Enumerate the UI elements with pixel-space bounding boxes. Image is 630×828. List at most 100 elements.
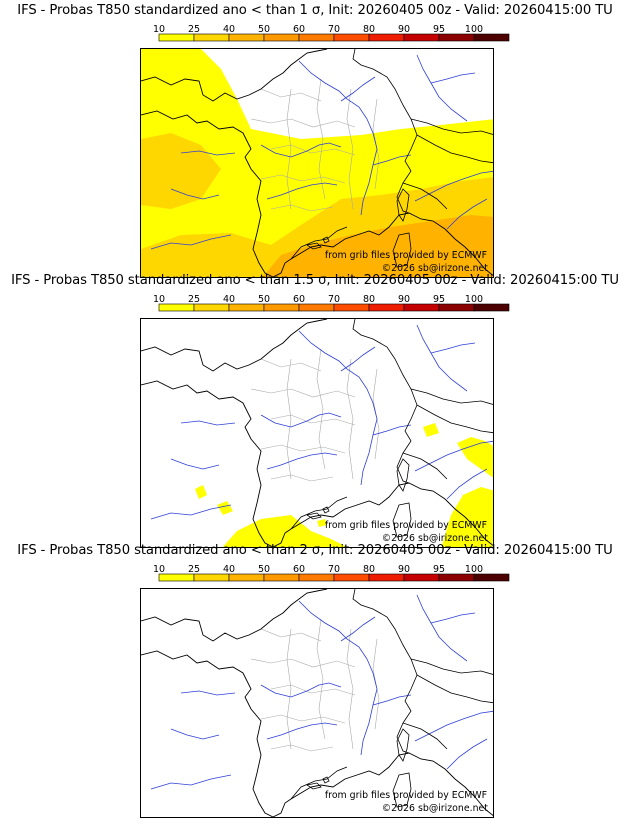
colorbar-tick-label: 60	[293, 564, 305, 575]
coastline	[141, 319, 493, 547]
colorbar-tick-label: 25	[188, 24, 200, 35]
colorbar-swatch	[333, 573, 370, 582]
river-line	[266, 452, 338, 470]
panel-title: IFS - Probas T850 standardized ano < tha…	[17, 3, 613, 18]
colorbar-swatch	[298, 573, 335, 582]
colorbar-swatch	[193, 573, 230, 582]
colorbar-tick-label: 95	[433, 24, 445, 35]
river-line	[372, 154, 412, 166]
data-source-credit: from grib files provided by ECMWF	[324, 520, 487, 531]
colorbar-tick-label: 40	[223, 294, 235, 305]
river-line	[170, 458, 220, 470]
colorbar-swatch	[473, 33, 510, 42]
probability-area	[222, 515, 347, 547]
river-line	[372, 424, 412, 436]
colorbar-tick-label: 50	[258, 564, 270, 575]
map-layers	[141, 319, 493, 547]
probability-area	[441, 487, 493, 547]
national-border	[290, 589, 493, 800]
colorbar-tick-label: 95	[433, 294, 445, 305]
river-line	[414, 710, 493, 742]
colorbar-tick-label: 70	[328, 294, 340, 305]
colorbar-swatch	[228, 33, 265, 42]
colorbar-swatch	[333, 33, 370, 42]
colorbar-tick-label: 100	[465, 294, 483, 305]
colorbar-tick-label: 50	[258, 24, 270, 35]
river-line	[446, 738, 488, 770]
colorbar-swatch	[158, 303, 195, 312]
colorbar-swatch	[368, 303, 405, 312]
colorbar-swatch	[263, 33, 300, 42]
geography	[141, 319, 493, 547]
forecast-panel-2: IFS - Probas T850 standardized ano < tha…	[0, 270, 630, 548]
sardinia-outline	[392, 232, 412, 268]
probability-area	[457, 437, 493, 478]
colorbar-tick-label: 50	[258, 294, 270, 305]
river-line	[360, 658, 378, 756]
river-line	[372, 694, 412, 706]
colorbar-swatch	[158, 33, 195, 42]
copyright-credit: ©2026 sb@irizone.net	[381, 533, 488, 544]
river-line	[298, 330, 368, 390]
river-line	[340, 346, 376, 372]
colorbar-swatch	[438, 33, 475, 42]
colorbar-tick-label: 90	[398, 564, 410, 575]
probability-colorbar: 10 25 40 50 60 70 80 90 95 100	[153, 564, 510, 582]
colorbar-swatch	[228, 573, 265, 582]
colorbar-tick-label: 70	[328, 24, 340, 35]
colorbar-swatch	[368, 33, 405, 42]
colorbar-tick-label: 80	[363, 24, 375, 35]
river-line	[260, 682, 342, 698]
corsica-outline	[396, 188, 410, 222]
colorbar-tick-label: 70	[328, 564, 340, 575]
river-line	[430, 342, 476, 354]
river-line	[266, 182, 338, 200]
map-layers	[141, 49, 493, 277]
panel-title: IFS - Probas T850 standardized ano < tha…	[11, 273, 619, 288]
department-boundaries	[250, 348, 380, 482]
national-border	[290, 319, 493, 530]
balearic-outline	[305, 506, 330, 520]
geography	[141, 589, 493, 817]
national-border	[290, 49, 493, 260]
probability-area	[423, 423, 439, 437]
colorbar-swatch	[228, 303, 265, 312]
probability-map: from grib files provided by ECMWF ©2026 …	[140, 318, 494, 548]
river-line	[446, 198, 488, 230]
colorbar-swatch	[333, 303, 370, 312]
river-line	[150, 234, 232, 250]
colorbar-tick-label: 60	[293, 24, 305, 35]
colorbar-tick-label: 90	[398, 294, 410, 305]
colorbar-tick-label: 80	[363, 294, 375, 305]
balearic-outline	[305, 236, 330, 250]
corsica-outline	[396, 458, 410, 492]
river-line	[430, 612, 476, 624]
colorbar-swatch	[403, 33, 440, 42]
river-line	[180, 690, 236, 696]
river-line	[414, 440, 493, 472]
colorbar-swatch	[193, 303, 230, 312]
colorbar-tick-label: 60	[293, 294, 305, 305]
coastline	[141, 589, 493, 817]
data-source-credit: from grib files provided by ECMWF	[324, 250, 487, 261]
probability-colorbar: 10 25 40 50 60 70 80 90 95 100	[153, 24, 510, 42]
probability-area	[317, 519, 327, 527]
colorbar-tick-label: 10	[153, 564, 165, 575]
colorbar-tick-label: 40	[223, 24, 235, 35]
colorbar-swatch	[403, 573, 440, 582]
sardinia-outline	[392, 502, 412, 538]
river-line	[340, 76, 376, 102]
probability-map: from grib files provided by ECMWF ©2026 …	[140, 588, 494, 818]
probability-map: from grib files provided by ECMWF ©2026 …	[140, 48, 494, 278]
colorbar-swatch	[473, 573, 510, 582]
colorbar-tick-label: 95	[433, 564, 445, 575]
probability-area	[141, 75, 181, 109]
river-line	[180, 150, 236, 156]
colorbar-swatch	[263, 303, 300, 312]
river-line	[416, 594, 468, 662]
river-line	[360, 388, 378, 486]
probability-area	[262, 215, 493, 277]
colorbar-tick-label: 25	[188, 564, 200, 575]
river-line	[298, 600, 368, 660]
forecast-panel-3: IFS - Probas T850 standardized ano < tha…	[0, 540, 630, 818]
